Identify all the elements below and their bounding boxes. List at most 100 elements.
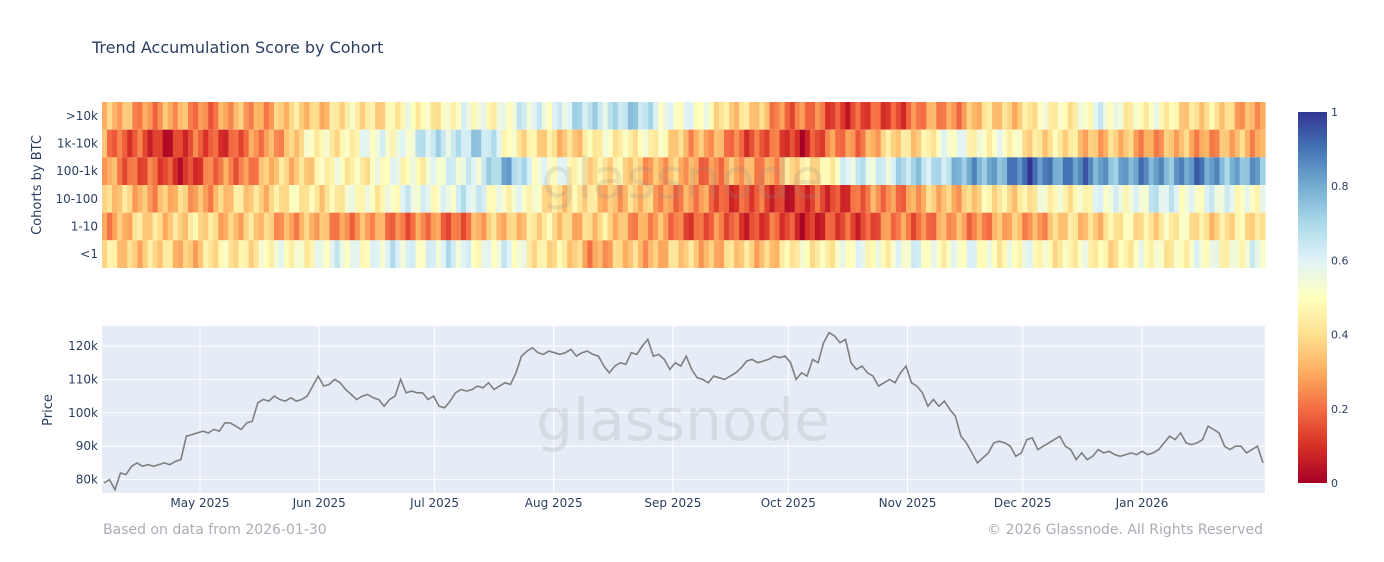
heatmap-cell	[794, 240, 801, 268]
heatmap-cell	[966, 129, 973, 158]
heatmap-cell	[1012, 157, 1018, 185]
heatmap-cell	[769, 185, 776, 213]
heatmap-cell	[961, 212, 968, 241]
heatmap-cell	[1239, 212, 1246, 241]
heatmap-cell	[491, 102, 498, 130]
heatmap-cell	[592, 102, 599, 130]
heatmap-cell	[526, 212, 533, 241]
heatmap-cell	[243, 129, 250, 158]
heatmap-cell	[552, 240, 558, 268]
heatmap-cell	[122, 240, 128, 268]
heatmap-cell	[198, 129, 204, 158]
heatmap-cell	[835, 185, 841, 213]
heatmap-cell	[526, 102, 533, 130]
heatmap-cell	[1209, 185, 1216, 213]
heatmap-cell	[845, 102, 851, 130]
price-x-ticks: May 2025 Jun 2025 Jul 2025 Aug 2025 Sep 2025…	[170, 496, 1168, 510]
heatmap-cell	[218, 212, 224, 241]
heatmap-cell	[976, 185, 983, 213]
heatmap-cell	[420, 102, 427, 130]
heatmap-cell	[187, 157, 194, 185]
heatmap-cell	[268, 212, 275, 241]
heatmap-cell	[359, 102, 366, 130]
heatmap-cell	[845, 212, 851, 241]
heatmap-cell	[1189, 129, 1195, 158]
heatmap-cell	[516, 157, 523, 185]
heatmap-cell	[1179, 185, 1185, 213]
heatmap-cell	[289, 157, 295, 185]
heatmap-cell	[1012, 185, 1018, 213]
heatmap-cell	[1057, 157, 1064, 185]
heatmap-cell	[1103, 240, 1109, 268]
heatmap-cell	[572, 157, 578, 185]
heatmap-cell	[476, 240, 482, 268]
heatmap-cell	[187, 185, 194, 213]
heatmap-cell	[865, 240, 872, 268]
heatmap-cell	[794, 102, 801, 130]
heatmap-cell	[895, 212, 902, 241]
heatmap-cell	[1158, 185, 1165, 213]
heatmap-cell	[946, 102, 953, 130]
heatmap-cell	[986, 240, 993, 268]
heatmap-cell	[466, 129, 472, 158]
heatmap-cell	[546, 102, 553, 130]
heatmap-cell	[233, 212, 240, 241]
heatmap-cell	[814, 102, 821, 130]
heatmap-watermark: glassnode	[541, 147, 825, 212]
heatmap-cell	[921, 240, 927, 268]
heatmap-cell	[314, 129, 321, 158]
heatmap-cell	[911, 102, 917, 130]
heatmap-cell	[1067, 129, 1074, 158]
heatmap-cell	[809, 157, 816, 185]
heatmap-cell	[875, 157, 882, 185]
heatmap-cell	[223, 185, 230, 213]
heatmap-cell	[385, 212, 391, 241]
heatmap-cell	[1128, 129, 1135, 158]
heatmap-cell	[481, 185, 487, 213]
heatmap-cell	[284, 129, 290, 158]
heatmap-cell	[238, 129, 245, 158]
heatmap-cell	[799, 129, 806, 158]
heatmap-cell	[157, 129, 164, 158]
heatmap-cell	[1219, 102, 1226, 130]
heatmap-cell	[193, 129, 199, 158]
heatmap-cell	[890, 185, 897, 213]
copyright-note: © 2026 Glassnode. All Rights Reserved	[987, 522, 1263, 538]
heatmap-cell	[956, 240, 963, 268]
heatmap-cell	[1184, 129, 1190, 158]
heatmap-cell	[754, 157, 760, 185]
heatmap-cell	[683, 129, 690, 158]
heatmap-cell	[708, 157, 715, 185]
heatmap-cell	[182, 102, 189, 130]
heatmap-cells	[102, 102, 1266, 268]
heatmap-cell	[248, 129, 255, 158]
heatmap-cell	[1113, 157, 1119, 185]
heatmap-cell	[764, 185, 771, 213]
heatmap-cell	[1108, 185, 1114, 213]
heatmap-cell	[921, 157, 927, 185]
heatmap-cell	[759, 212, 766, 241]
heatmap-cell	[233, 240, 240, 268]
heatmap-cell	[364, 102, 371, 130]
heatmap-cell	[198, 157, 204, 185]
heatmap-cell	[420, 240, 427, 268]
heatmap-cell	[486, 102, 492, 130]
heatmap-cell	[248, 102, 255, 130]
heatmap-cell	[349, 157, 356, 185]
heatmap-cell	[845, 157, 851, 185]
heatmap-cell	[1002, 129, 1008, 158]
heatmap-cell	[966, 212, 973, 241]
heatmap-cell	[284, 212, 290, 241]
heatmap-cell	[1118, 185, 1125, 213]
price-watermark: glassnode	[536, 386, 830, 454]
heatmap-cell	[708, 129, 715, 158]
heatmap-cell	[951, 240, 958, 268]
heatmap-cell	[1098, 212, 1104, 241]
heatmap-cell	[152, 185, 159, 213]
heatmap-cell	[228, 185, 235, 213]
heatmap-cell	[501, 185, 508, 213]
heatmap-cell	[703, 129, 710, 158]
heatmap-cell	[1037, 185, 1044, 213]
heatmap-cell	[769, 240, 776, 268]
heatmap-cell	[658, 129, 664, 158]
